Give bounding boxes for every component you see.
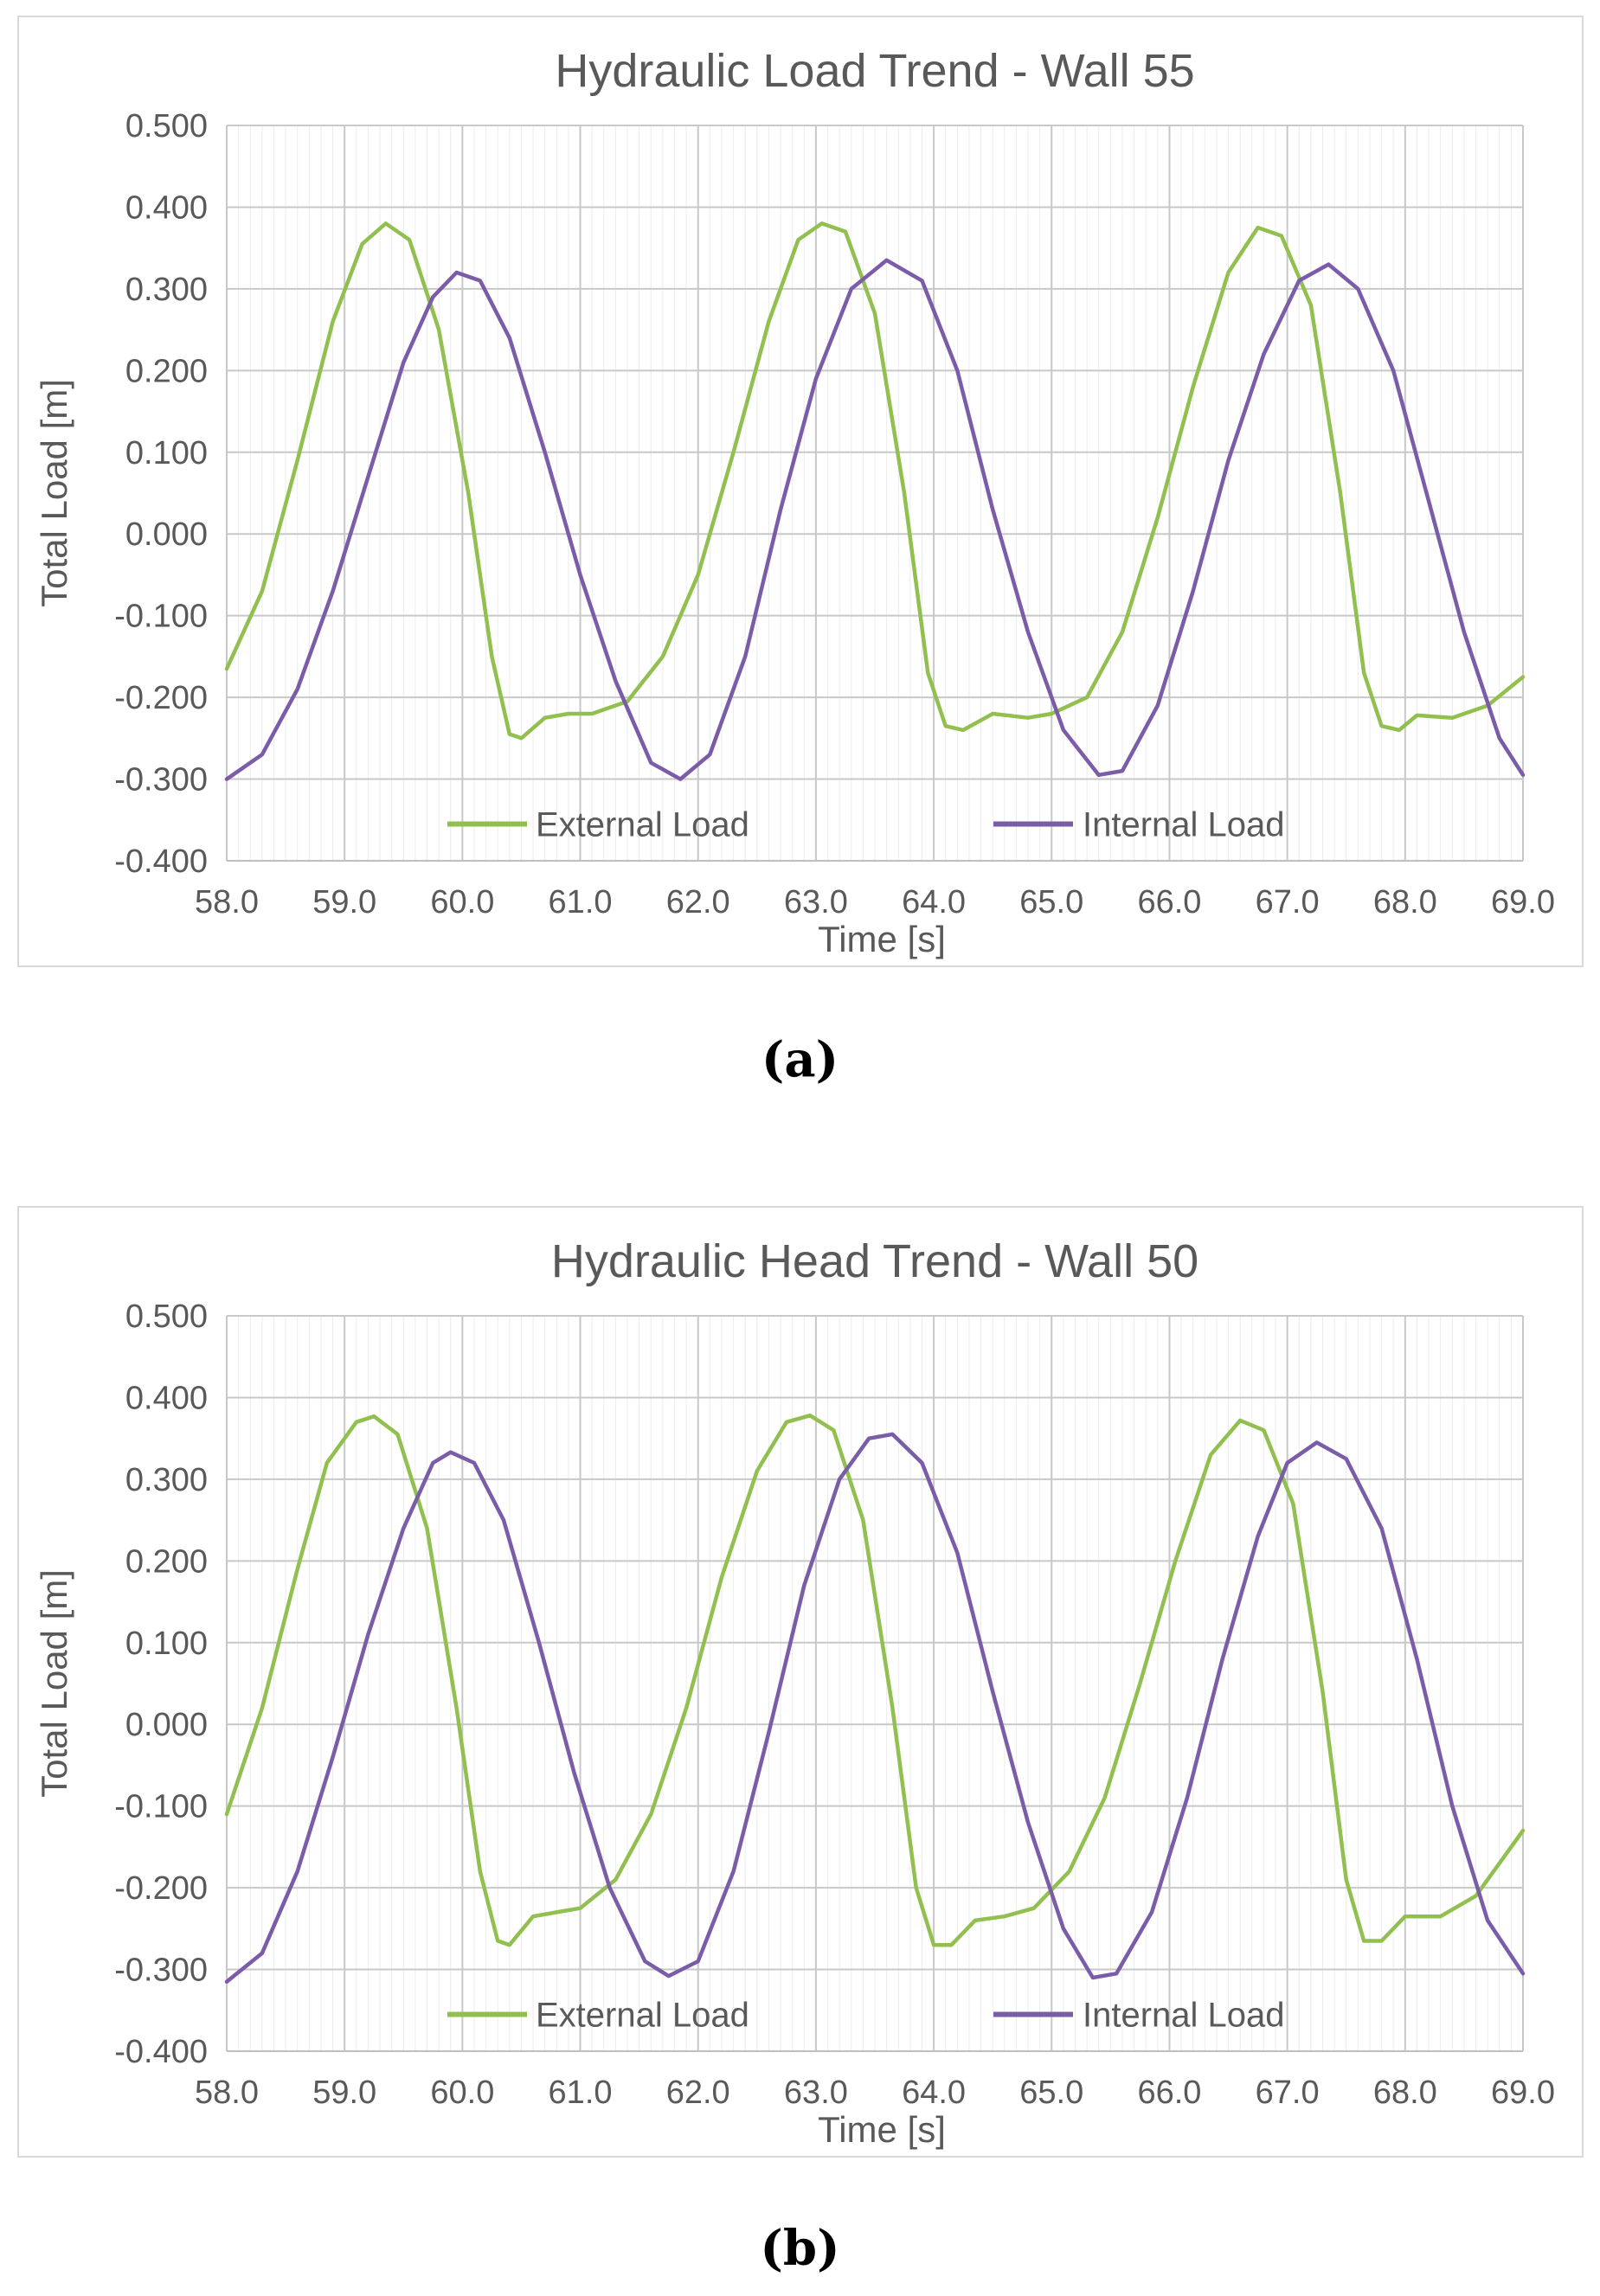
chart-b-x-tick-label: 60.0 — [430, 2075, 494, 2111]
chart-b-x-tick-label: 62.0 — [666, 2075, 730, 2111]
chart-b-y-tick-label: 0.400 — [125, 1380, 208, 1416]
chart-a-x-tick-label: 64.0 — [902, 884, 966, 920]
chart-panel-b: Hydraulic Head Trend - Wall 50 0.500 0.400… — [17, 1206, 1584, 2158]
caption-a-text: (a) — [761, 1031, 839, 1088]
chart-b-x-tick-label: 65.0 — [1019, 2075, 1083, 2111]
chart-b-y-axis-title: Total Load [m] — [34, 1569, 74, 1798]
chart-b-series-line-external-load — [224, 1413, 1526, 1947]
chart-a-y-tick-label: -0.300 — [114, 762, 208, 798]
chart-a-series-line-internal-load — [224, 258, 1526, 781]
chart-b-x-tick-label: 69.0 — [1491, 2075, 1555, 2111]
chart-b-y-tick-label: 0.300 — [125, 1462, 208, 1498]
chart-a-x-tick-label: 60.0 — [430, 884, 494, 920]
chart-a-y-tick-label: 0.000 — [125, 516, 208, 553]
chart-b-x-tick-label: 64.0 — [902, 2075, 966, 2111]
chart-b-title: Hydraulic Head Trend - Wall 50 — [551, 1235, 1198, 1287]
chart-a-minor-grid — [238, 125, 1512, 861]
chart-a-x-tick-label: 69.0 — [1491, 884, 1555, 920]
chart-a-y-axis-title: Total Load [m] — [34, 379, 74, 607]
caption-b: (b) — [0, 2220, 1600, 2277]
chart-a-y-tick-label: -0.400 — [114, 843, 208, 880]
chart-b-x-axis-title: Time [s] — [818, 2109, 946, 2150]
chart-b-legend-label-0: External Load — [536, 1997, 749, 2035]
chart-b-x-tick-label: 61.0 — [549, 2075, 613, 2111]
chart-a-x-tick-label: 58.0 — [195, 884, 259, 920]
chart-b-y-tick-label: -0.100 — [114, 1789, 208, 1825]
chart-a-y-tick-label: -0.100 — [114, 599, 208, 635]
chart-panel-a: Hydraulic Load Trend - Wall 55 0.500 0.400… — [17, 16, 1584, 967]
chart-a-x-tick-label: 68.0 — [1373, 884, 1437, 920]
chart-b-y-tick-label: 0.100 — [125, 1626, 208, 1662]
chart-b-legend-label-1: Internal Load — [1083, 1997, 1285, 2035]
chart-a-legend-label-1: Internal Load — [1083, 806, 1285, 844]
chart-a-y-tick-label: 0.200 — [125, 353, 208, 389]
chart-a-x-tick-label: 61.0 — [549, 884, 613, 920]
chart-b-y-tick-label: -0.200 — [114, 1870, 208, 1907]
chart-b-x-tick-label: 58.0 — [195, 2075, 259, 2111]
chart-b-x-tick-label: 63.0 — [784, 2075, 848, 2111]
caption-b-text: (b) — [760, 2220, 840, 2277]
chart-b-x-tick-label: 66.0 — [1137, 2075, 1201, 2111]
chart-a-x-tick-label: 67.0 — [1256, 884, 1320, 920]
chart-b-x-tick-label: 67.0 — [1256, 2075, 1320, 2111]
chart-b-svg: Hydraulic Head Trend - Wall 50 0.500 0.400… — [34, 1235, 1555, 2150]
chart-b-x-tick-label: 59.0 — [312, 2075, 376, 2111]
chart-a-x-tick-label: 62.0 — [666, 884, 730, 920]
chart-a-svg: Hydraulic Load Trend - Wall 55 0.500 0.400… — [34, 45, 1555, 959]
chart-b-y-tick-label: 0.000 — [125, 1707, 208, 1743]
chart-a-x-tick-label: 63.0 — [784, 884, 848, 920]
chart-a-legend-label-0: External Load — [536, 806, 749, 844]
chart-a-series-line-external-load — [224, 221, 1526, 741]
chart-a-y-tick-label: 0.500 — [125, 108, 208, 144]
chart-b-y-tick-label: 0.200 — [125, 1543, 208, 1580]
chart-b-x-tick-label: 68.0 — [1373, 2075, 1437, 2111]
chart-a-y-tick-label: 0.400 — [125, 189, 208, 226]
chart-a-x-tick-label: 66.0 — [1137, 884, 1201, 920]
chart-a-major-grid — [226, 125, 1524, 862]
chart-a-y-tick-label: 0.300 — [125, 272, 208, 308]
chart-b-series-line-internal-load — [224, 1432, 1526, 1984]
chart-a-y-tick-label: -0.200 — [114, 680, 208, 716]
chart-a-title: Hydraulic Load Trend - Wall 55 — [555, 45, 1194, 97]
chart-b-y-tick-label: 0.500 — [125, 1299, 208, 1335]
chart-a-y-tick-label: 0.100 — [125, 435, 208, 471]
caption-a: (a) — [0, 1031, 1600, 1088]
chart-b-y-tick-label: -0.300 — [114, 1953, 208, 1989]
chart-a-x-axis-title: Time [s] — [818, 919, 946, 959]
chart-a-x-tick-label: 59.0 — [312, 884, 376, 920]
chart-a-x-tick-label: 65.0 — [1019, 884, 1083, 920]
chart-b-y-tick-label: -0.400 — [114, 2034, 208, 2070]
